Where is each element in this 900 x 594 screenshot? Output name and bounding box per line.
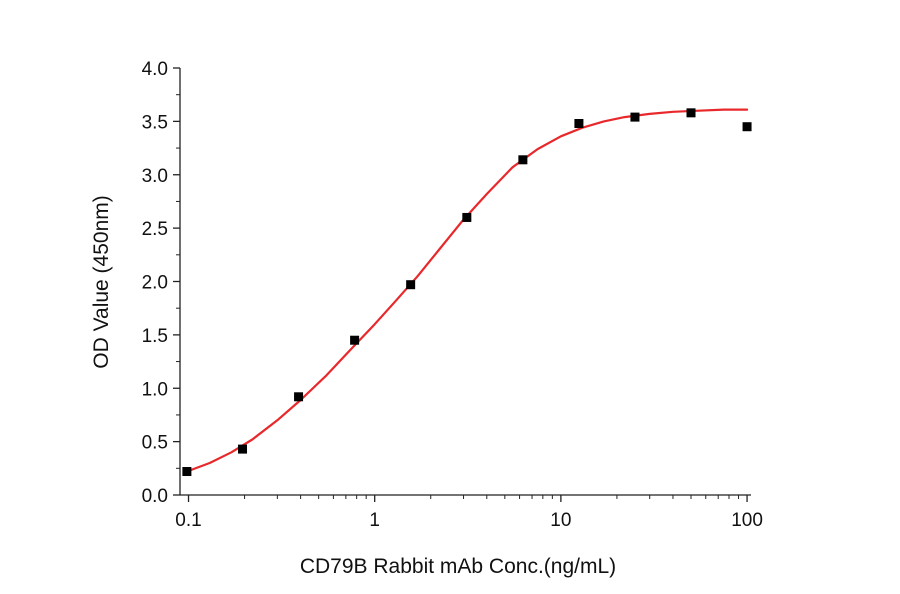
y-axis-label: OD Value (450nm) — [90, 195, 113, 369]
y-tick-label: 1.5 — [142, 326, 168, 347]
data-point — [630, 112, 640, 122]
data-point — [686, 108, 696, 118]
data-point — [182, 467, 192, 477]
data-point — [294, 392, 304, 402]
y-tick-label: 2.0 — [142, 273, 168, 294]
x-tick-label: 0.1 — [175, 510, 201, 531]
x-tick-label: 100 — [731, 510, 763, 531]
data-point — [462, 212, 472, 222]
fit-curve — [185, 108, 749, 473]
y-tick-label: 3.0 — [142, 166, 168, 187]
data-point — [574, 119, 584, 129]
x-tick-label: 10 — [550, 510, 571, 531]
data-point — [518, 155, 528, 165]
axes: 0.0 0.5 1.0 1.5 2.0 2.5 3.0 3.5 4.0 0.1 1 10 100 — [142, 59, 763, 531]
y-tick-label: 0.5 — [142, 433, 168, 454]
data-point — [742, 122, 752, 132]
y-tick-label: 3.5 — [142, 112, 168, 133]
data-point — [350, 335, 360, 345]
y-tick-label: 0.0 — [142, 486, 168, 507]
y-tick-label: 4.0 — [142, 59, 168, 80]
fit-curve-layer — [185, 108, 749, 473]
data-points-layer — [182, 108, 752, 477]
y-tick-label: 1.0 — [142, 379, 168, 400]
x-axis-label: CD79B Rabbit mAb Conc.(ng/mL) — [300, 555, 616, 578]
x-tick-label: 1 — [369, 510, 380, 531]
data-point — [406, 280, 416, 290]
data-point — [238, 444, 248, 454]
y-tick-label: 2.5 — [142, 219, 168, 240]
